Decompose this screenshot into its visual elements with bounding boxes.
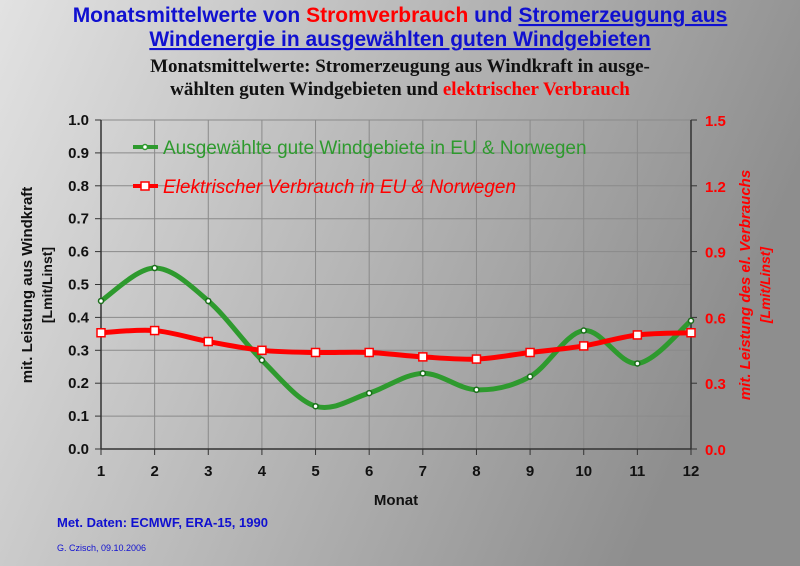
- y2-tick-label: 0.3: [705, 376, 726, 393]
- consumption-point: [310, 347, 321, 358]
- x-tick-label: 3: [204, 463, 212, 480]
- author-note: G. Czisch, 09.10.2006: [57, 543, 146, 553]
- consumption-point: [418, 352, 428, 362]
- wind-point: [97, 297, 105, 305]
- y-tick-label: 0.9: [68, 145, 89, 162]
- y-tick-label: 1.0: [68, 112, 89, 129]
- y2-tick-label: 0.6: [705, 310, 726, 327]
- consumption-point: [686, 328, 696, 338]
- wind-point: [205, 297, 212, 305]
- y-tick-label: 0.1: [68, 408, 89, 425]
- wind-point: [419, 370, 427, 377]
- wind-point: [580, 327, 587, 334]
- series-group: [96, 264, 696, 410]
- y-tick-label: 0.8: [68, 178, 89, 195]
- x-tick-label: 1: [97, 463, 105, 480]
- y2-tick-label: 0.9: [705, 245, 726, 262]
- consumption-point: [578, 341, 589, 351]
- x-tick-label: 5: [311, 463, 319, 480]
- overlay-title-line1: Monatsmittelwerte von Stromverbrauch und…: [73, 4, 728, 27]
- legend-wind-label: Ausgewählte gute Windgebiete in EU & Nor…: [163, 138, 587, 159]
- y-tick-label: 0.6: [68, 244, 89, 261]
- consumption-point: [149, 325, 160, 336]
- consumption-point: [632, 330, 643, 340]
- y-tick-label: 0.3: [68, 342, 89, 359]
- wind-point: [687, 317, 695, 324]
- chart-title-line1: Monatsmittelwerte: Stromerzeugung aus Wi…: [150, 56, 650, 77]
- consumption-point: [257, 345, 267, 356]
- x-tick-label: 9: [526, 463, 534, 480]
- wind-point: [473, 386, 480, 394]
- svg-text:mit. Leistung des el. Verbrauc: mit. Leistung des el. Verbrauchs: [737, 170, 754, 400]
- wind-point: [365, 389, 373, 397]
- x-tick-label: 11: [629, 463, 645, 480]
- y-axis-label: mit. Leistung aus Windkraft [Lmit/Linst]: [19, 187, 55, 384]
- svg-text:mit. Leistung aus Windkraft: mit. Leistung aus Windkraft: [19, 187, 36, 384]
- wind-point: [258, 356, 266, 364]
- svg-text:[Lmit/Linst]: [Lmit/Linst]: [757, 246, 773, 325]
- wind-point: [634, 360, 641, 367]
- legend-wind-marker: [141, 143, 149, 151]
- x-tick-label: 10: [575, 463, 592, 480]
- y2-tick-label: 0.0: [705, 442, 726, 459]
- legend-consumption-label: Elektrischer Verbrauch in EU & Norwegen: [163, 177, 516, 198]
- y-tick-label: 0.4: [68, 309, 90, 326]
- source-note: Met. Daten: ECMWF, ERA-15, 1990: [57, 515, 268, 530]
- wind-point: [526, 373, 534, 380]
- legend-consumption-marker: [140, 181, 150, 191]
- overlay-title-line2: Windenergie in ausgewählten guten Windge…: [149, 28, 650, 51]
- legend: Ausgewählte gute Windgebiete in EU & Nor…: [133, 138, 587, 198]
- x-axis-label: Monat: [374, 492, 418, 509]
- consumption-point: [364, 347, 374, 358]
- y-tick-label: 0.0: [68, 441, 89, 458]
- x-tick-label: 8: [472, 463, 480, 480]
- x-tick-label: 7: [419, 463, 427, 480]
- consumption-point: [96, 328, 106, 338]
- consumption-point: [203, 336, 214, 347]
- y2-tick-label: 1.2: [705, 179, 726, 196]
- consumption-point: [471, 354, 482, 364]
- y2-axis-label: mit. Leistung des el. Verbrauchs [Lmit/L…: [737, 170, 773, 400]
- wind-point: [312, 402, 319, 410]
- y-tick-label: 0.7: [68, 211, 89, 228]
- x-tick-label: 12: [683, 463, 700, 480]
- x-tick-label: 2: [150, 463, 158, 480]
- wind-line: [98, 265, 694, 410]
- y2-tick-label: 1.5: [705, 113, 726, 130]
- svg-text:[Lmit/Linst]: [Lmit/Linst]: [39, 247, 55, 323]
- x-tick-label: 4: [258, 463, 267, 480]
- wind-point: [151, 264, 158, 272]
- axes: 1 2 3 4 5 6 7 8 9 10 11 120.00.10.20.30.40.50.60.70…: [68, 112, 726, 480]
- y-tick-label: 0.2: [68, 375, 89, 392]
- consumption-point: [525, 347, 535, 358]
- chart-title-line2: wählten guten Windgebieten und elektrisc…: [170, 79, 630, 100]
- x-tick-label: 6: [365, 463, 373, 480]
- y-tick-label: 0.5: [68, 277, 89, 294]
